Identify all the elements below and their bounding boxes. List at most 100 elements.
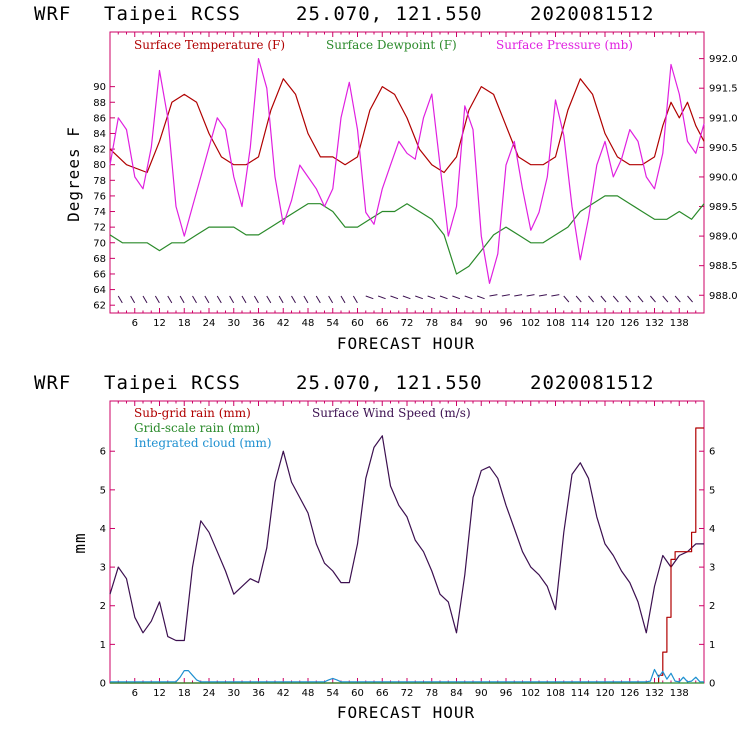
wind-barb [588, 295, 594, 303]
temperature-series [109, 58, 705, 284]
legend-surface-pressure: Surface Pressure (mb) [496, 38, 633, 52]
x-tick-label: 120 [595, 318, 614, 329]
y2-tick-label: 991.0 [709, 113, 738, 124]
y2-tick-label: 990.5 [709, 143, 738, 154]
wind-barb [142, 295, 148, 304]
y-tick-label: 76 [93, 191, 106, 202]
wind-barb [575, 295, 582, 303]
y2-tick-label: 2 [709, 601, 715, 612]
y-tick-label: 88 [93, 98, 106, 109]
x-tick-label: 66 [376, 318, 389, 329]
rain-y-ticks: 0 1 2 3 4 5 6 [100, 447, 115, 690]
wind-barb [303, 295, 309, 304]
x-tick-label: 36 [252, 318, 265, 329]
wind-barb [390, 295, 399, 300]
series-line-integrated-cloud-mm [110, 668, 704, 683]
x-tick-label: 78 [425, 688, 438, 699]
wind-barb [526, 294, 535, 297]
legend-surface-dewpoint: Surface Dewpoint (F) [326, 38, 457, 52]
wind-barb [315, 295, 321, 304]
y2-tick-label: 988.0 [709, 291, 738, 302]
x-tick-label: 132 [645, 688, 664, 699]
header-top-model: WRF [34, 3, 71, 25]
series-line-surface-temperature-f [109, 78, 705, 174]
rain-y-axis-label: mm [70, 532, 89, 553]
x-tick-label: 12 [153, 688, 166, 699]
x-tick-label: 114 [571, 318, 590, 329]
wind-barb [216, 295, 222, 304]
x-tick-label: 54 [326, 318, 339, 329]
wind-barb [179, 295, 185, 304]
temperature-y-ticks: 62 64 66 68 70 72 74 76 78 80 82 84 86 88 90 [93, 82, 115, 312]
x-tick-label: 78 [425, 318, 438, 329]
x-tick-label: 48 [302, 318, 315, 329]
wind-barb [514, 294, 523, 297]
x-tick-label: 138 [670, 318, 689, 329]
y-tick-label: 68 [93, 254, 106, 265]
wind-barb [415, 295, 423, 300]
y2-tick-label: 6 [709, 447, 715, 458]
wind-barb [649, 295, 656, 303]
temperature-x-axis-label: FORECAST HOUR [337, 334, 475, 353]
wind-barb [377, 295, 386, 300]
wind-barb [637, 295, 644, 303]
wind-barb [266, 295, 272, 304]
temperature-y-axis-label: Degrees F [64, 126, 83, 222]
wind-barb [117, 295, 123, 304]
y-tick-label: 72 [93, 223, 106, 234]
legend-subgrid-rain: Sub-grid rain (mm) [134, 406, 251, 420]
y2-tick-label: 991.5 [709, 84, 738, 95]
y2-tick-label: 990.0 [709, 172, 738, 183]
x-tick-label: 30 [227, 688, 240, 699]
y-tick-label: 62 [93, 301, 106, 312]
wind-barb [464, 295, 473, 300]
wind-barb [130, 295, 136, 304]
y-tick-label: 66 [93, 269, 106, 280]
x-tick-label: 48 [302, 688, 315, 699]
header-bottom-model: WRF [34, 372, 71, 394]
wind-barb [662, 295, 669, 303]
x-tick-label: 138 [670, 688, 689, 699]
wind-barb [340, 295, 346, 304]
wind-barb [551, 294, 560, 297]
y2-tick-label: 992.0 [709, 54, 738, 65]
x-tick-label: 120 [595, 688, 614, 699]
x-tick-label: 108 [546, 318, 565, 329]
legend-grid-rain: Grid-scale rain (mm) [134, 421, 260, 435]
y2-tick-label: 4 [709, 524, 715, 535]
header-top-init: 2020081512 [530, 3, 654, 25]
wind-barb [167, 295, 173, 304]
wind-barbs [117, 294, 693, 304]
y-tick-label: 64 [93, 285, 106, 296]
x-tick-label: 90 [475, 688, 488, 699]
x-tick-label: 60 [351, 688, 364, 699]
wind-barb [612, 295, 619, 303]
legend-wind-speed: Surface Wind Speed (m/s) [312, 406, 471, 420]
series-line-surface-pressure-mb [109, 58, 705, 284]
wind-barb [229, 295, 235, 304]
x-tick-label: 12 [153, 318, 166, 329]
x-tick-label: 6 [132, 318, 138, 329]
x-tick-label: 126 [620, 688, 639, 699]
series-line-sub-grid-rain-mm [110, 427, 704, 684]
y-tick-label: 0 [100, 679, 106, 690]
legend-integrated-cloud: Integrated cloud (mm) [134, 436, 272, 450]
pressure-y2-ticks: 988.0 988.5 989.0 989.5 990.0 990.5 991.0 991.5… [699, 54, 738, 302]
series-line-surface-dewpoint-f [109, 195, 705, 275]
y2-tick-label: 988.5 [709, 261, 738, 272]
wind-barb [563, 295, 570, 303]
header-bottom-init: 2020081512 [530, 372, 654, 394]
x-tick-label: 72 [401, 318, 414, 329]
wind-barb [501, 294, 510, 297]
wind-barb [253, 295, 259, 304]
x-tick-label: 66 [376, 688, 389, 699]
y2-tick-label: 989.5 [709, 202, 738, 213]
wind-barb [402, 295, 411, 300]
wind-barb [600, 295, 607, 303]
x-tick-label: 18 [178, 318, 191, 329]
x-tick-label: 102 [521, 318, 540, 329]
wind-barb [154, 295, 160, 304]
y-tick-label: 4 [100, 524, 106, 535]
header-top-coords: 25.070, 121.550 [296, 3, 483, 25]
y2-tick-label: 1 [709, 640, 715, 651]
